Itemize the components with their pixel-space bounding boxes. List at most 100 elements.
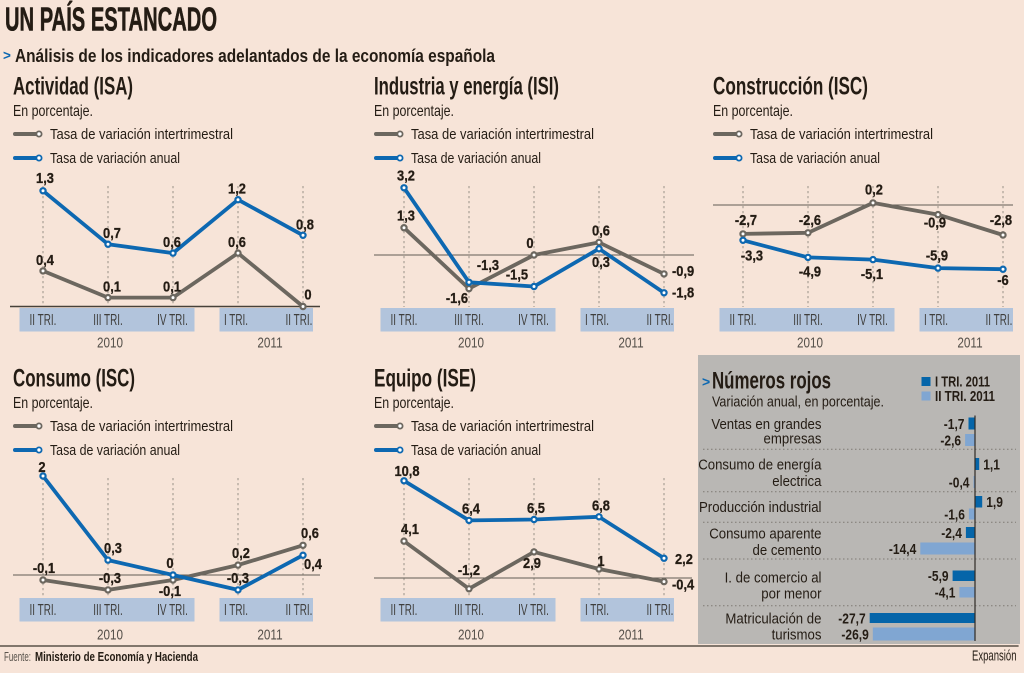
svg-text:1: 1 bbox=[597, 553, 604, 570]
svg-text:-1,2: -1,2 bbox=[458, 562, 480, 579]
svg-text:0,1: 0,1 bbox=[163, 279, 181, 296]
svg-text:I TRI.: I TRI. bbox=[224, 312, 248, 329]
svg-text:En porcentaje.: En porcentaje. bbox=[13, 395, 93, 412]
svg-text:1,9: 1,9 bbox=[986, 494, 1003, 511]
svg-text:10,8: 10,8 bbox=[394, 463, 419, 480]
svg-text:0,8: 0,8 bbox=[296, 217, 314, 234]
svg-text:IV TRI.: IV TRI. bbox=[857, 312, 888, 329]
svg-text:IV TRI.: IV TRI. bbox=[518, 602, 549, 619]
svg-text:0,2: 0,2 bbox=[232, 545, 250, 562]
svg-text:-0,3: -0,3 bbox=[99, 570, 121, 587]
svg-text:0,4: 0,4 bbox=[304, 556, 322, 573]
svg-text:2010: 2010 bbox=[797, 335, 823, 352]
svg-text:0,6: 0,6 bbox=[592, 223, 610, 240]
svg-text:-0,1: -0,1 bbox=[159, 583, 181, 600]
svg-text:-6: -6 bbox=[997, 272, 1009, 289]
svg-text:I. de comercio al: I. de comercio al bbox=[725, 570, 822, 587]
svg-text:-0,1: -0,1 bbox=[33, 560, 55, 577]
svg-text:I TRI.: I TRI. bbox=[585, 602, 609, 619]
svg-text:0: 0 bbox=[526, 235, 533, 252]
svg-text:2011: 2011 bbox=[618, 335, 643, 352]
svg-text:Tasa de variación anual: Tasa de variación anual bbox=[750, 150, 880, 167]
svg-text:-26,9: -26,9 bbox=[841, 626, 868, 643]
svg-text:Equipo (ISE): Equipo (ISE) bbox=[374, 365, 476, 393]
svg-text:Análisis de los indicadores ad: Análisis de los indicadores adelantados … bbox=[15, 45, 496, 66]
svg-text:-0,4: -0,4 bbox=[672, 577, 695, 594]
svg-text:II TRI.: II TRI. bbox=[30, 602, 57, 619]
svg-text:-1,5: -1,5 bbox=[506, 267, 528, 284]
svg-text:IV TRI.: IV TRI. bbox=[157, 602, 188, 619]
svg-text:1,2: 1,2 bbox=[228, 181, 246, 198]
svg-text:Tasa de variación anual: Tasa de variación anual bbox=[50, 442, 180, 459]
svg-text:-3,3: -3,3 bbox=[741, 248, 763, 265]
svg-text:Tasa de variación intertrimest: Tasa de variación intertrimestral bbox=[411, 126, 594, 143]
svg-text:Fuente:: Fuente: bbox=[4, 650, 31, 664]
svg-text:2011: 2011 bbox=[618, 627, 643, 644]
svg-text:Construcción (ISC): Construcción (ISC) bbox=[713, 73, 868, 101]
svg-text:1,3: 1,3 bbox=[397, 208, 415, 225]
svg-text:Producción industrial: Producción industrial bbox=[699, 499, 822, 516]
svg-text:III TRI.: III TRI. bbox=[454, 312, 484, 329]
svg-text:En porcentaje.: En porcentaje. bbox=[713, 103, 793, 120]
svg-text:0: 0 bbox=[304, 287, 311, 304]
svg-text:IV TRI.: IV TRI. bbox=[157, 312, 188, 329]
svg-text:2011: 2011 bbox=[957, 335, 982, 352]
svg-text:>: > bbox=[702, 374, 710, 390]
svg-text:-2,6: -2,6 bbox=[799, 212, 821, 229]
svg-text:II TRI.: II TRI. bbox=[286, 312, 313, 329]
svg-text:-0,4: -0,4 bbox=[949, 474, 970, 491]
svg-text:II TRI.: II TRI. bbox=[730, 312, 757, 329]
svg-text:II TRI.: II TRI. bbox=[391, 312, 418, 329]
svg-text:0,2: 0,2 bbox=[865, 182, 883, 199]
svg-text:0,3: 0,3 bbox=[104, 540, 122, 557]
svg-text:0,3: 0,3 bbox=[592, 254, 610, 271]
svg-text:0,6: 0,6 bbox=[301, 525, 319, 542]
svg-text:2010: 2010 bbox=[458, 627, 484, 644]
svg-text:-0,3: -0,3 bbox=[227, 570, 249, 587]
svg-text:0,1: 0,1 bbox=[103, 279, 121, 296]
svg-text:-5,1: -5,1 bbox=[861, 266, 883, 283]
svg-text:0: 0 bbox=[166, 555, 173, 572]
svg-text:-1,8: -1,8 bbox=[672, 285, 694, 302]
svg-text:electrica: electrica bbox=[772, 473, 822, 490]
svg-text:I TRI. 2011: I TRI. 2011 bbox=[935, 374, 990, 391]
svg-text:Tasa de variación anual: Tasa de variación anual bbox=[50, 150, 180, 167]
svg-text:II TRI.: II TRI. bbox=[647, 602, 674, 619]
svg-text:turismos: turismos bbox=[772, 627, 822, 644]
svg-text:Tasa de variación intertrimest: Tasa de variación intertrimestral bbox=[50, 126, 233, 143]
svg-text:>: > bbox=[3, 48, 11, 63]
svg-text:1,1: 1,1 bbox=[983, 456, 1000, 473]
svg-text:UN PAÍS ESTANCADO: UN PAÍS ESTANCADO bbox=[5, 1, 217, 38]
svg-text:Tasa de variación intertrimest: Tasa de variación intertrimestral bbox=[50, 418, 233, 435]
svg-text:II TRI.: II TRI. bbox=[647, 312, 674, 329]
svg-text:2,2: 2,2 bbox=[675, 551, 693, 568]
svg-text:II TRI.: II TRI. bbox=[30, 312, 57, 329]
svg-text:-0,9: -0,9 bbox=[672, 263, 694, 280]
svg-text:-2,6: -2,6 bbox=[940, 432, 961, 449]
svg-text:II TRI.: II TRI. bbox=[391, 602, 418, 619]
svg-text:6,5: 6,5 bbox=[527, 500, 545, 517]
svg-text:2010: 2010 bbox=[97, 335, 123, 352]
svg-text:III TRI.: III TRI. bbox=[793, 312, 823, 329]
svg-text:II TRI.: II TRI. bbox=[286, 602, 313, 619]
svg-text:Números rojos: Números rojos bbox=[712, 368, 831, 395]
svg-text:4,1: 4,1 bbox=[401, 521, 419, 538]
svg-text:6,4: 6,4 bbox=[462, 501, 480, 518]
svg-text:-5,9: -5,9 bbox=[928, 568, 949, 585]
svg-text:-1,7: -1,7 bbox=[944, 416, 965, 433]
svg-text:empresas: empresas bbox=[764, 431, 822, 448]
svg-text:6,8: 6,8 bbox=[592, 498, 610, 515]
svg-text:III TRI.: III TRI. bbox=[93, 312, 123, 329]
svg-text:2: 2 bbox=[38, 459, 45, 476]
svg-text:-4,9: -4,9 bbox=[799, 264, 821, 281]
svg-text:Consumo (ISC): Consumo (ISC) bbox=[13, 365, 135, 393]
svg-text:II TRI. 2011: II TRI. 2011 bbox=[935, 388, 995, 405]
svg-text:I TRI.: I TRI. bbox=[224, 602, 248, 619]
svg-text:2010: 2010 bbox=[458, 335, 484, 352]
svg-text:II TRI.: II TRI. bbox=[986, 312, 1013, 329]
svg-text:-2,4: -2,4 bbox=[941, 525, 962, 542]
svg-text:-14,4: -14,4 bbox=[889, 541, 917, 558]
svg-text:-4,1: -4,1 bbox=[935, 585, 956, 602]
svg-text:Consumo de energía: Consumo de energía bbox=[698, 457, 822, 474]
svg-text:-1,6: -1,6 bbox=[446, 290, 468, 307]
